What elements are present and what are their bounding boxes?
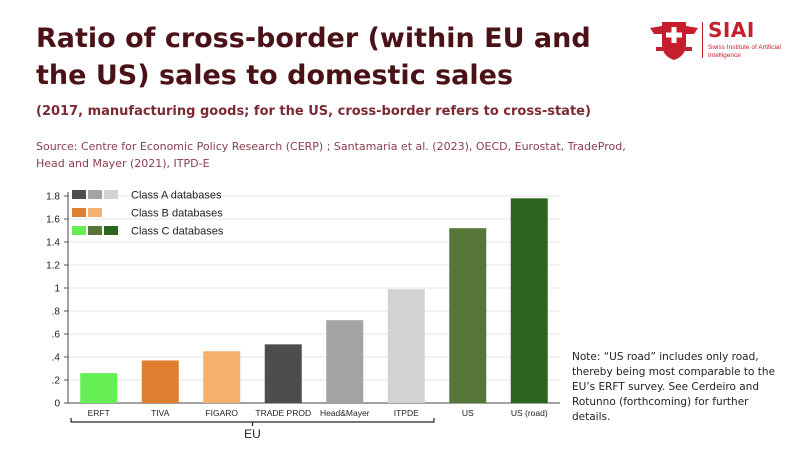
x-tick-label: ERFT: [88, 408, 110, 418]
x-tick-label: ITPDE: [394, 408, 419, 418]
x-tick-label: TIVA: [151, 408, 170, 418]
y-tick-label: 1.6: [46, 215, 60, 226]
bar: [449, 228, 487, 403]
legend-swatch: [104, 190, 118, 199]
y-tick-label: 0: [54, 399, 60, 410]
y-tick-label: .2: [52, 376, 61, 387]
bar: [80, 373, 118, 403]
x-tick-label: Head&Mayer: [320, 408, 370, 418]
bar: [387, 289, 425, 403]
bar: [326, 320, 364, 403]
logo-name: SIAI: [708, 18, 755, 42]
group-label: EU: [244, 427, 261, 441]
legend-swatch: [88, 226, 102, 235]
x-tick-label: FIGARO: [205, 408, 238, 418]
legend-swatch: [88, 208, 102, 217]
bar: [141, 360, 179, 403]
y-tick-label: 1.4: [46, 238, 60, 249]
eu-bracket: [70, 418, 435, 426]
y-tick-label: 1.8: [46, 192, 60, 203]
x-tick-label: TRADE PROD: [255, 408, 311, 418]
legend-label: Class C databases: [131, 226, 224, 238]
page-subtitle: (2017, manufacturing goods; for the US, …: [36, 104, 591, 119]
page-title: Ratio of cross-border (within EU and the…: [36, 23, 591, 91]
y-tick-label: .6: [52, 330, 61, 341]
x-tick-label: US (road): [511, 408, 548, 418]
legend-swatch: [72, 226, 86, 235]
legend-label: Class A databases: [131, 190, 222, 202]
y-tick-label: 1.2: [46, 261, 60, 272]
siai-logo: SIAI Swiss Institute of Artificial Intel…: [648, 16, 788, 62]
bar-chart: 0 .2 .4 .6 .8 1 1.2 1.4 1.6 1.8 ERFT TIVA FIGARO TRAD…: [46, 190, 560, 441]
x-tick-label: US: [462, 408, 474, 418]
legend-label: Class B databases: [131, 208, 223, 220]
bar: [264, 344, 302, 403]
legend-swatch: [72, 190, 86, 199]
legend-swatch: [88, 190, 102, 199]
bar: [203, 351, 241, 403]
logo-subtitle: Swiss Institute of Artificial Intelligen…: [708, 44, 781, 59]
chart-note: Note: “US road” includes only road, ther…: [572, 351, 776, 423]
y-tick-label: .8: [52, 307, 61, 318]
logo-separator: [702, 22, 703, 58]
swiss-shield-icon: [650, 22, 698, 60]
y-tick-label: .4: [52, 353, 61, 364]
source-text: Source: Centre for Economic Policy Resea…: [36, 140, 626, 170]
bar: [510, 198, 548, 403]
legend-swatch: [72, 208, 86, 217]
y-tick-label: 1: [54, 284, 60, 295]
legend-swatch: [104, 226, 118, 235]
